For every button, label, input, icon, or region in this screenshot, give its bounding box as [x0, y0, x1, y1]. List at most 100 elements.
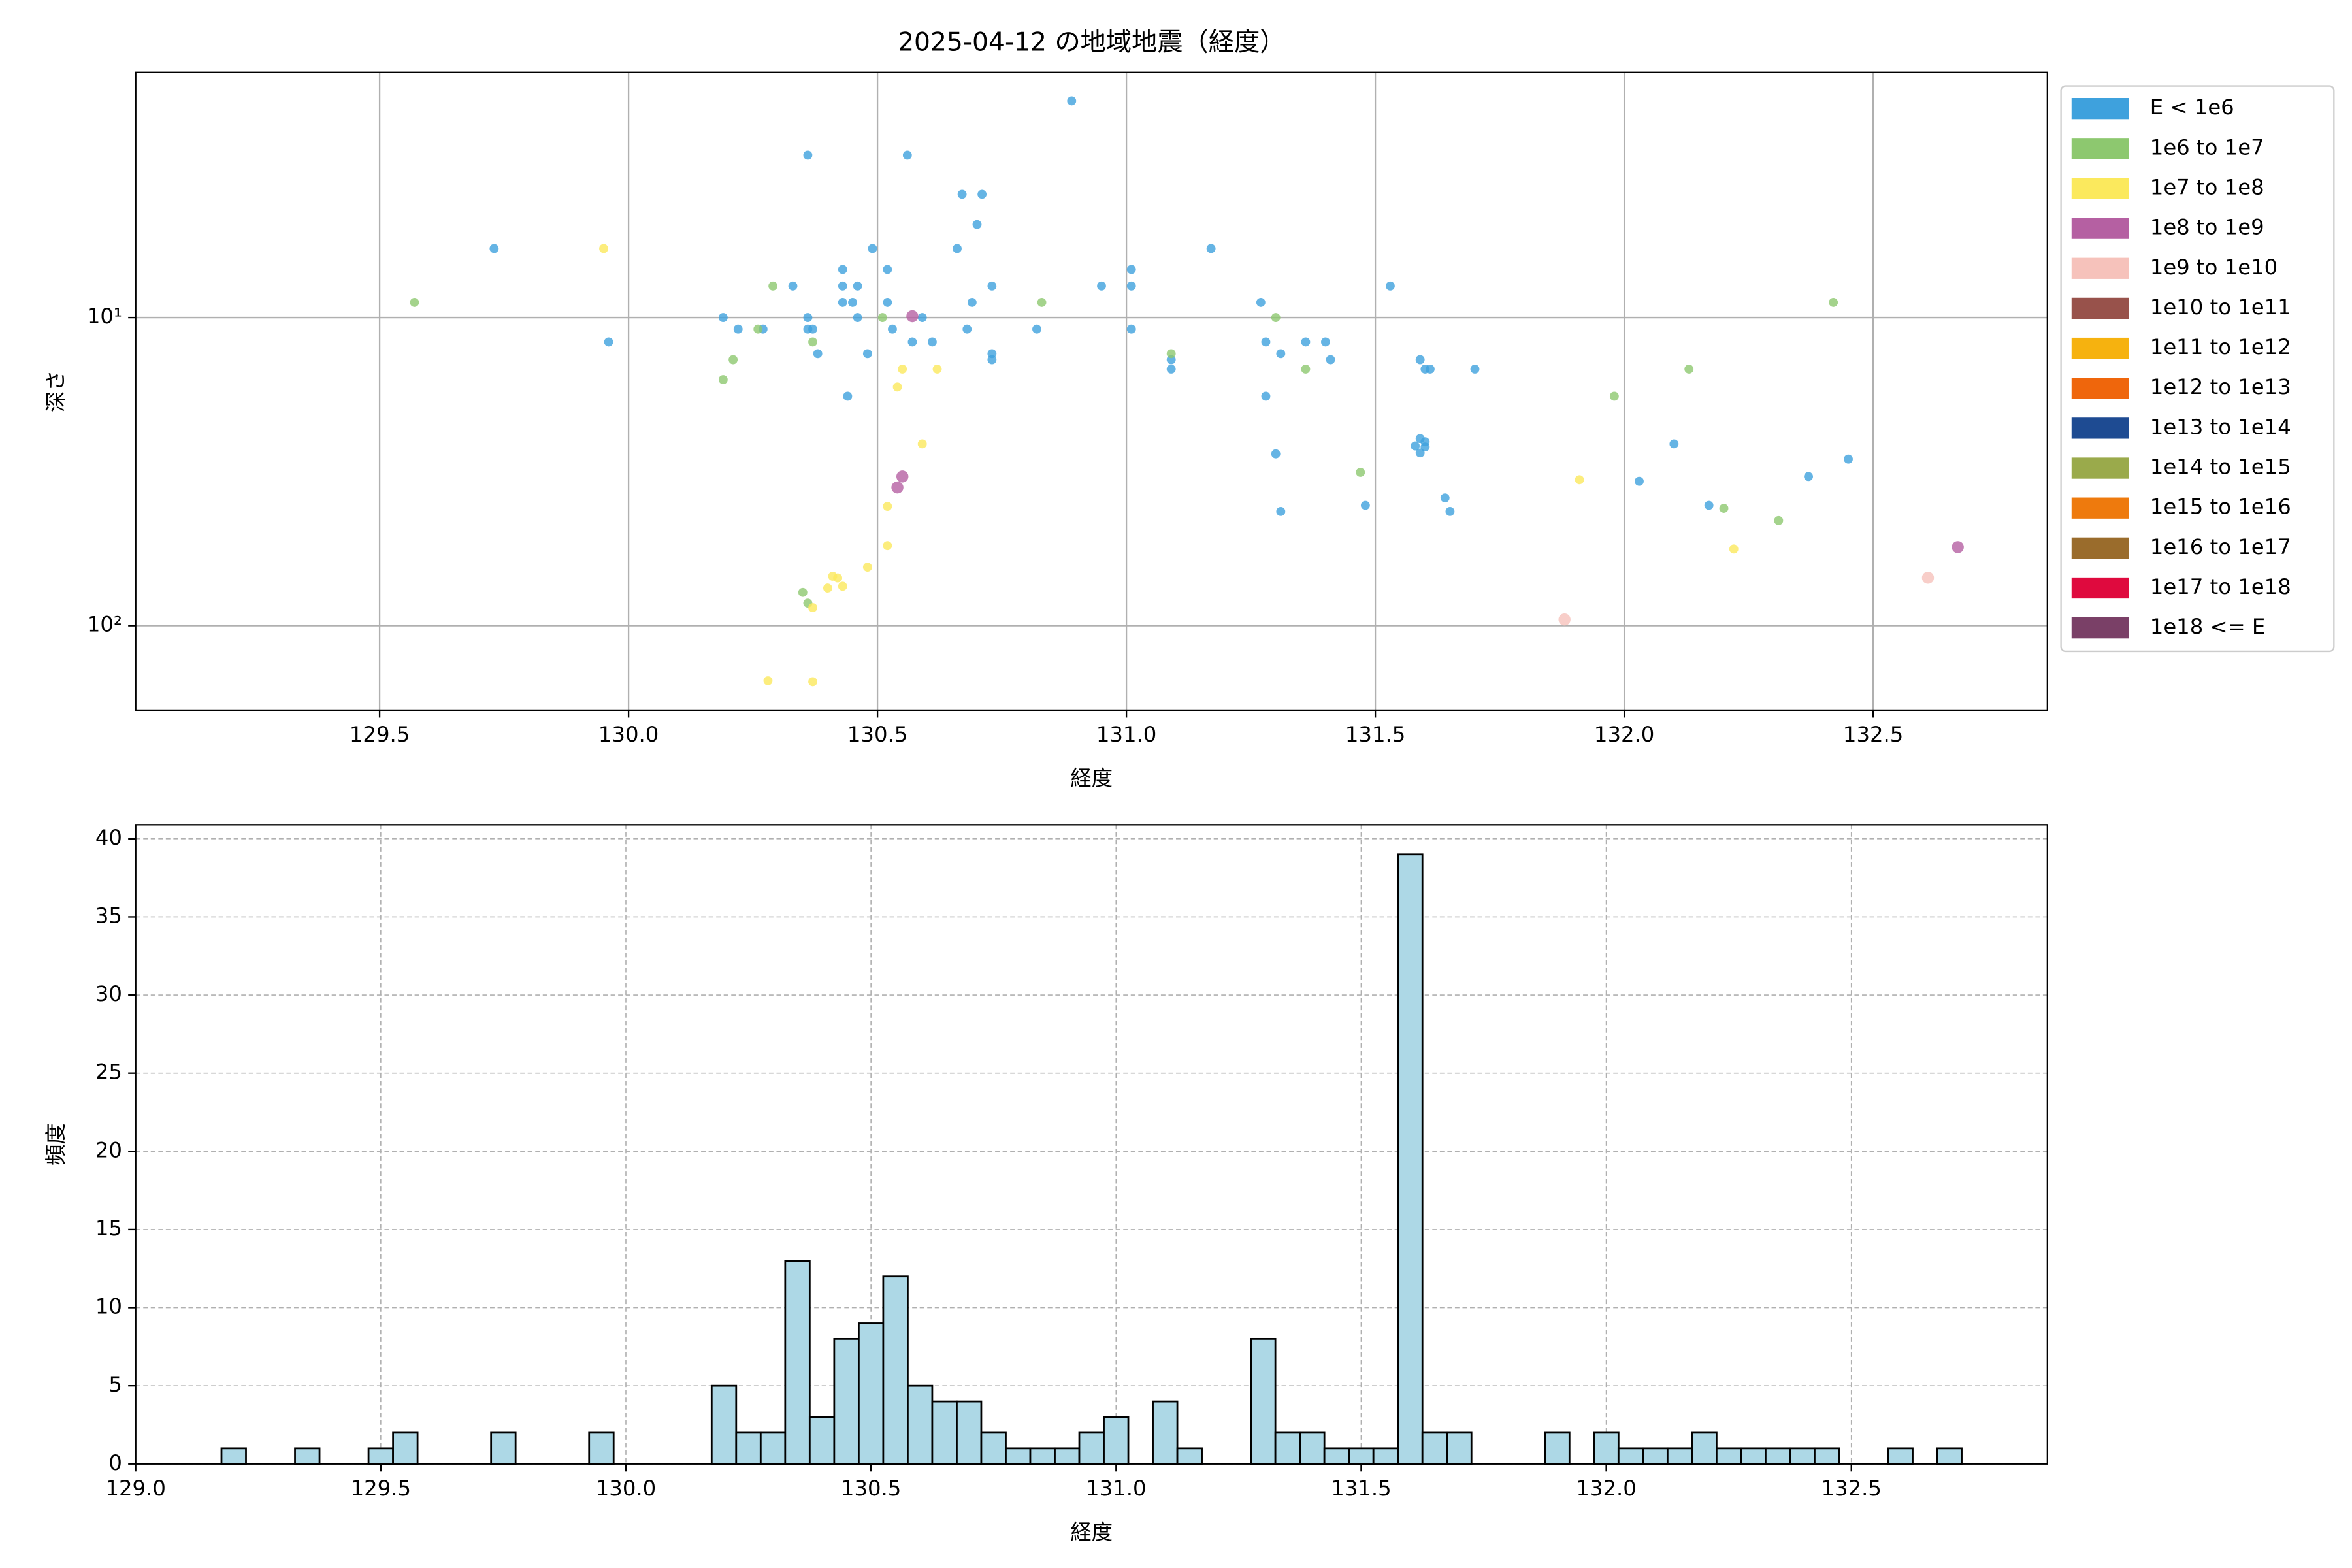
- scatter-point: [1415, 448, 1425, 458]
- histogram-bar: [294, 1447, 321, 1465]
- scatter-point: [1326, 355, 1335, 365]
- histogram-bar: [220, 1447, 247, 1465]
- x-tick-label: 131.0: [1086, 1476, 1146, 1501]
- histogram-bar: [392, 1431, 419, 1465]
- histogram-bar: [1005, 1447, 1032, 1465]
- scatter-point: [1575, 475, 1584, 485]
- scatter-point: [1126, 265, 1136, 274]
- legend-label: 1e15 to 1e16: [2150, 495, 2291, 519]
- scatter-point: [883, 265, 892, 274]
- scatter-point: [838, 281, 847, 291]
- legend-swatch: [2071, 497, 2129, 519]
- legend-label: 1e7 to 1e8: [2150, 174, 2264, 199]
- scatter-point: [1276, 506, 1286, 516]
- x-tick-label: 132.5: [1821, 1476, 1881, 1501]
- scatter-point: [1256, 297, 1266, 307]
- x-tick-label: 130.0: [598, 722, 659, 747]
- scatter-point: [728, 355, 738, 365]
- scatter-point: [1829, 297, 1838, 307]
- legend-swatch: [2071, 617, 2129, 639]
- x-tick-label: 132.5: [1843, 722, 1903, 747]
- scatter-point: [962, 324, 972, 334]
- scatter-point: [868, 244, 877, 253]
- histogram-bar: [1054, 1447, 1081, 1465]
- histogram-bar: [735, 1431, 762, 1465]
- scatter-point: [604, 337, 613, 347]
- scatter-point: [1445, 506, 1455, 516]
- histogram-bar: [1642, 1447, 1669, 1465]
- scatter-point: [967, 297, 977, 307]
- scatter-point: [838, 581, 847, 591]
- scatter-point: [1952, 541, 1964, 553]
- histogram-bar: [1372, 1447, 1399, 1465]
- x-tick-label: 130.0: [596, 1476, 656, 1501]
- histogram-bar: [1078, 1431, 1105, 1465]
- scatter-point: [808, 603, 817, 612]
- scatter-point: [907, 337, 917, 347]
- scatter-point: [1067, 96, 1077, 106]
- histogram-bar: [980, 1431, 1007, 1465]
- plot-frame: [135, 71, 2048, 711]
- legend-swatch: [2071, 378, 2129, 399]
- legend-swatch: [2071, 257, 2129, 279]
- histogram-bar: [1103, 1416, 1130, 1465]
- histogram-bar: [490, 1431, 517, 1465]
- scatter-point: [953, 244, 962, 253]
- scatter-point: [1320, 337, 1330, 347]
- legend-label: 1e17 to 1e18: [2150, 574, 2291, 599]
- scatter-point: [1426, 365, 1435, 374]
- legend-swatch: [2071, 138, 2129, 159]
- scatter-point: [883, 541, 892, 551]
- scatter-point: [753, 324, 763, 334]
- legend-box: [2060, 85, 2335, 653]
- y-axis-label: 頻度: [44, 1123, 69, 1166]
- histogram-bar: [1617, 1447, 1644, 1465]
- scatter-point: [853, 281, 862, 291]
- legend-label: 1e10 to 1e11: [2150, 295, 2291, 319]
- scatter-point: [1411, 441, 1420, 451]
- y-tick-label: 10¹: [87, 304, 122, 329]
- legend-swatch: [2071, 98, 2129, 120]
- y-tick-label: 30: [95, 981, 122, 1006]
- histogram-bar: [784, 1260, 811, 1465]
- scatter-point: [1356, 468, 1365, 477]
- histogram-bar: [710, 1384, 738, 1465]
- x-tick-label: 132.0: [1594, 722, 1654, 747]
- x-tick-label: 131.5: [1331, 1476, 1391, 1501]
- scatter-point: [808, 337, 817, 347]
- y-tick-label: 40: [95, 825, 122, 850]
- histogram-bar: [857, 1322, 885, 1465]
- scatter-point: [917, 439, 927, 449]
- scatter-point: [892, 382, 902, 392]
- scatter-point: [848, 297, 857, 307]
- histogram-bar: [1176, 1447, 1203, 1465]
- legend-label: 1e12 to 1e13: [2150, 374, 2291, 399]
- scatter-point: [883, 502, 892, 511]
- scatter-point: [1415, 355, 1425, 365]
- x-tick-label: 131.0: [1096, 722, 1156, 747]
- scatter-point: [1037, 297, 1047, 307]
- scatter-point: [599, 244, 608, 253]
- scatter-point: [803, 150, 813, 160]
- scatter-point: [1166, 349, 1176, 359]
- scatter-point: [906, 310, 919, 323]
- histogram-bar: [1250, 1337, 1277, 1465]
- legend-swatch: [2071, 178, 2129, 199]
- histogram-bar: [1814, 1447, 1840, 1465]
- scatter-point: [1804, 472, 1813, 482]
- y-tick-label: 15: [95, 1216, 122, 1241]
- scatter-point: [733, 324, 743, 334]
- histogram-bar: [956, 1400, 983, 1465]
- x-tick-label: 129.5: [351, 1476, 411, 1501]
- scatter-point: [888, 324, 897, 334]
- chart-title: 2025-04-12 の地域地震（経度）: [898, 27, 1285, 57]
- x-axis-label: 経度: [1070, 766, 1113, 791]
- scatter-point: [891, 481, 904, 494]
- histogram-bar: [1299, 1431, 1326, 1465]
- y-tick-label: 25: [95, 1060, 122, 1085]
- y-tick-label: 10²: [87, 612, 122, 637]
- scatter-point: [788, 281, 798, 291]
- histogram-bar: [1887, 1447, 1914, 1465]
- scatter-point: [1704, 500, 1714, 510]
